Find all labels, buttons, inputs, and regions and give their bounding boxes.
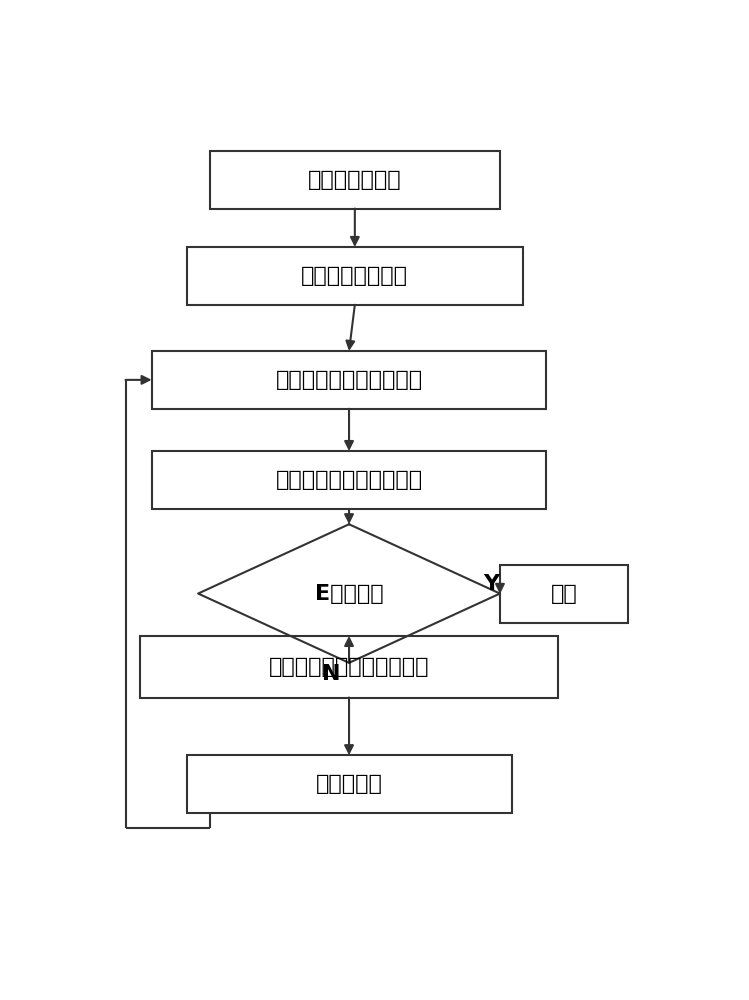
Bar <box>210 151 500 209</box>
Text: 反向计算各单元一般化误差: 反向计算各单元一般化误差 <box>269 657 429 677</box>
Text: 求隐层输出层各单元输出: 求隐层输出层各单元输出 <box>276 370 422 390</box>
Bar <box>187 247 523 305</box>
Bar <box>187 755 512 813</box>
Text: 给定学习样本集: 给定学习样本集 <box>308 170 401 190</box>
Text: E满足要求: E满足要求 <box>315 584 383 604</box>
Polygon shape <box>198 524 500 663</box>
Text: 调整网络参数，训练网络: 调整网络参数，训练网络 <box>276 470 422 490</box>
Text: 结束: 结束 <box>551 584 577 604</box>
Text: N: N <box>322 664 341 684</box>
Text: 给隐层输出层赋值: 给隐层输出层赋值 <box>301 266 408 286</box>
Bar <box>151 351 547 409</box>
Text: 各层间权值: 各层间权值 <box>315 774 383 794</box>
Bar <box>500 565 628 623</box>
Bar <box>140 636 558 698</box>
Text: Y: Y <box>483 574 500 594</box>
Bar <box>151 451 547 509</box>
